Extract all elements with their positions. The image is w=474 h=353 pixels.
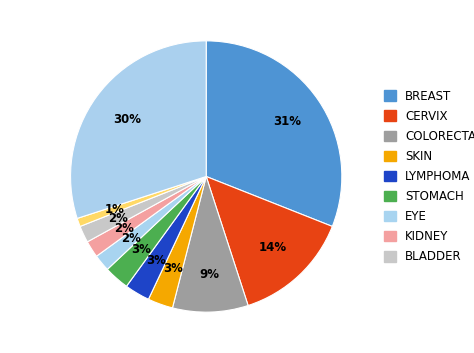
- Wedge shape: [206, 176, 332, 305]
- Text: 3%: 3%: [146, 254, 166, 267]
- Wedge shape: [206, 41, 342, 226]
- Text: 1%: 1%: [104, 203, 124, 216]
- Wedge shape: [77, 176, 206, 226]
- Wedge shape: [173, 176, 248, 312]
- Wedge shape: [71, 41, 206, 219]
- Text: 30%: 30%: [113, 113, 141, 126]
- Wedge shape: [96, 176, 206, 269]
- Text: 9%: 9%: [199, 268, 219, 281]
- Wedge shape: [127, 176, 206, 299]
- Wedge shape: [148, 176, 206, 308]
- Legend: BREAST, CERVIX, COLORECTAL, SKIN, LYMPHOMA, STOMACH, EYE, KIDNEY, BLADDER: BREAST, CERVIX, COLORECTAL, SKIN, LYMPHO…: [382, 87, 474, 266]
- Wedge shape: [87, 176, 206, 256]
- Wedge shape: [107, 176, 206, 286]
- Text: 3%: 3%: [163, 262, 183, 275]
- Text: 3%: 3%: [132, 243, 152, 256]
- Text: 2%: 2%: [114, 222, 134, 235]
- Wedge shape: [80, 176, 206, 242]
- Text: 14%: 14%: [259, 241, 287, 254]
- Text: 2%: 2%: [108, 211, 128, 225]
- Text: 2%: 2%: [121, 232, 141, 245]
- Text: 31%: 31%: [273, 115, 301, 128]
